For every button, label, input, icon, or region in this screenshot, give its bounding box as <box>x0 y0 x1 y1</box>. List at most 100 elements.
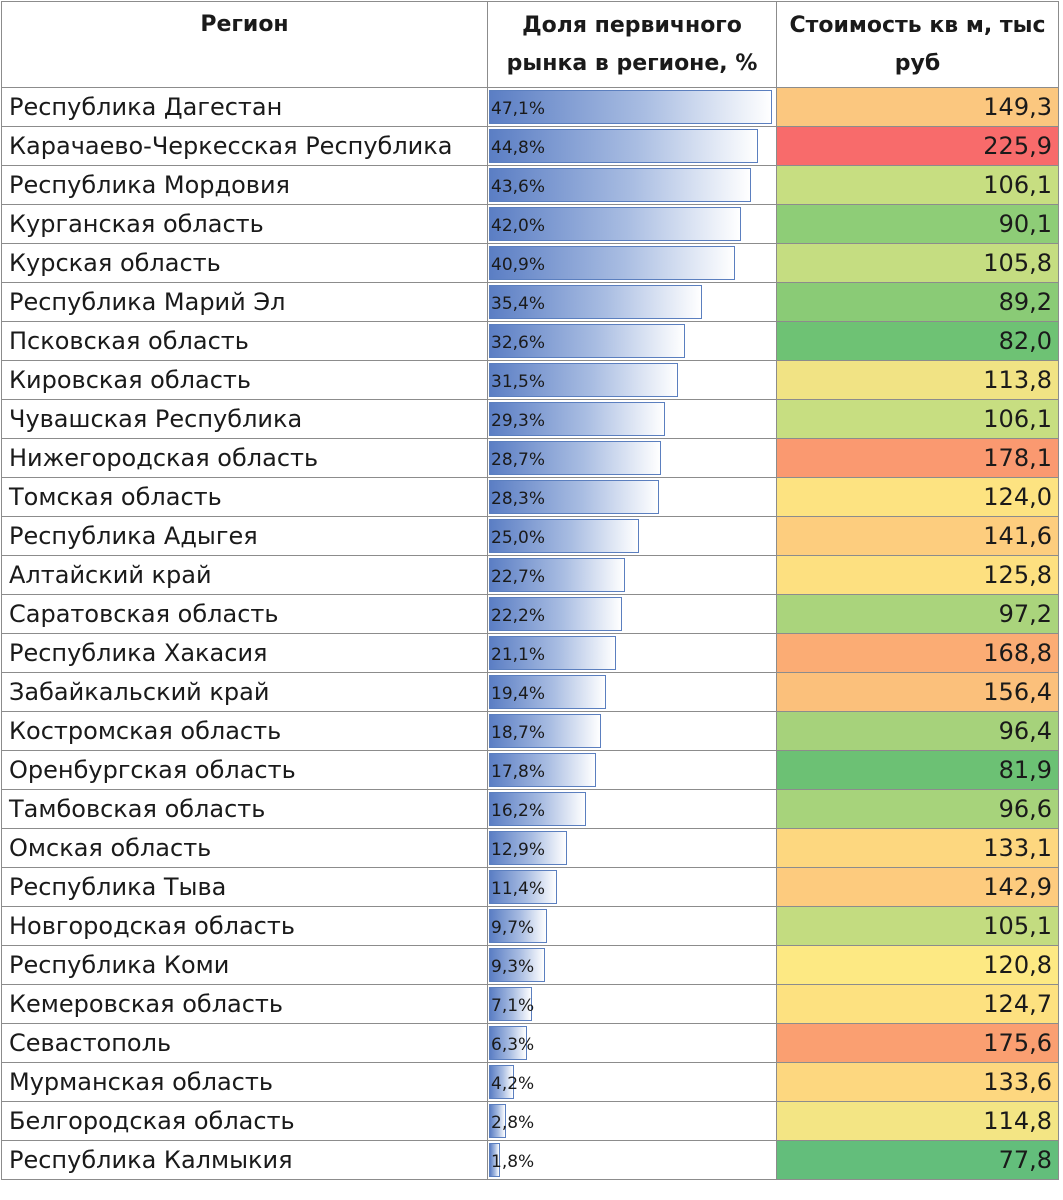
share-cell[interactable]: 9,3% <box>487 945 777 985</box>
share-data-bar <box>489 987 532 1021</box>
table-row: Республика Тыва 11,4% 142,9 <box>1 867 1059 907</box>
share-cell[interactable]: 31,5% <box>487 360 777 400</box>
region-cell[interactable]: Республика Хакасия <box>1 633 488 673</box>
region-cell[interactable]: Кемеровская область <box>1 984 488 1024</box>
region-cell[interactable]: Новгородская область <box>1 906 488 946</box>
share-cell[interactable]: 6,3% <box>487 1023 777 1063</box>
region-cell[interactable]: Тамбовская область <box>1 789 488 829</box>
region-cell[interactable]: Костромская область <box>1 711 488 751</box>
region-cell[interactable]: Оренбургская область <box>1 750 488 790</box>
cost-cell[interactable]: 125,8 <box>776 555 1059 595</box>
share-value: 35,4% <box>491 294 546 314</box>
share-cell[interactable]: 22,2% <box>487 594 777 634</box>
cost-cell[interactable]: 133,6 <box>776 1062 1059 1102</box>
table-row: Чувашская Республика 29,3% 106,1 <box>1 399 1059 439</box>
region-cell[interactable]: Саратовская область <box>1 594 488 634</box>
cost-cell[interactable]: 105,8 <box>776 243 1059 283</box>
cost-cell[interactable]: 89,2 <box>776 282 1059 322</box>
share-cell[interactable]: 19,4% <box>487 672 777 712</box>
share-cell[interactable]: 2,8% <box>487 1101 777 1141</box>
cost-cell[interactable]: 124,7 <box>776 984 1059 1024</box>
region-cell[interactable]: Забайкальский край <box>1 672 488 712</box>
region-cell[interactable]: Республика Марий Эл <box>1 282 488 322</box>
table-row: Омская область 12,9% 133,1 <box>1 828 1059 868</box>
share-cell[interactable]: 9,7% <box>487 906 777 946</box>
region-cell[interactable]: Курская область <box>1 243 488 283</box>
share-cell[interactable]: 1,8% <box>487 1140 777 1180</box>
share-cell[interactable]: 4,2% <box>487 1062 777 1102</box>
cost-cell[interactable]: 120,8 <box>776 945 1059 985</box>
cost-cell[interactable]: 90,1 <box>776 204 1059 244</box>
region-cell[interactable]: Республика Мордовия <box>1 165 488 205</box>
share-cell[interactable]: 32,6% <box>487 321 777 361</box>
cost-cell[interactable]: 149,3 <box>776 87 1059 127</box>
region-cell[interactable]: Томская область <box>1 477 488 517</box>
region-cell[interactable]: Республика Калмыкия <box>1 1140 488 1180</box>
region-cell[interactable]: Алтайский край <box>1 555 488 595</box>
cost-cell[interactable]: 105,1 <box>776 906 1059 946</box>
region-cell[interactable]: Чувашская Республика <box>1 399 488 439</box>
cost-cell[interactable]: 225,9 <box>776 126 1059 166</box>
cost-cell[interactable]: 96,6 <box>776 789 1059 829</box>
cost-cell[interactable]: 175,6 <box>776 1023 1059 1063</box>
region-cell[interactable]: Курганская область <box>1 204 488 244</box>
region-cell[interactable]: Республика Дагестан <box>1 87 488 127</box>
share-cell[interactable]: 29,3% <box>487 399 777 439</box>
table-row: Мурманская область 4,2% 133,6 <box>1 1062 1059 1102</box>
cost-cell[interactable]: 113,8 <box>776 360 1059 400</box>
header-region[interactable]: Регион <box>1 1 488 88</box>
cost-cell[interactable]: 114,8 <box>776 1101 1059 1141</box>
share-value: 28,7% <box>491 450 546 470</box>
cost-cell[interactable]: 97,2 <box>776 594 1059 634</box>
share-value: 28,3% <box>491 489 546 509</box>
region-cell[interactable]: Республика Адыгея <box>1 516 488 556</box>
share-cell[interactable]: 22,7% <box>487 555 777 595</box>
cost-cell[interactable]: 124,0 <box>776 477 1059 517</box>
share-value: 11,4% <box>491 879 546 899</box>
share-cell[interactable]: 16,2% <box>487 789 777 829</box>
share-cell[interactable]: 12,9% <box>487 828 777 868</box>
region-cell[interactable]: Карачаево-Черкесская Республика <box>1 126 488 166</box>
region-cell[interactable]: Республика Тыва <box>1 867 488 907</box>
cost-cell[interactable]: 81,9 <box>776 750 1059 790</box>
share-cell[interactable]: 40,9% <box>487 243 777 283</box>
share-cell[interactable]: 28,3% <box>487 477 777 517</box>
header-share[interactable]: Доля первичного рынка в регионе, % <box>487 1 777 88</box>
cost-cell[interactable]: 141,6 <box>776 516 1059 556</box>
region-cell[interactable]: Республика Коми <box>1 945 488 985</box>
cost-cell[interactable]: 106,1 <box>776 399 1059 439</box>
cost-cell[interactable]: 106,1 <box>776 165 1059 205</box>
share-cell[interactable]: 17,8% <box>487 750 777 790</box>
region-cell[interactable]: Севастополь <box>1 1023 488 1063</box>
share-cell[interactable]: 25,0% <box>487 516 777 556</box>
cost-cell[interactable]: 77,8 <box>776 1140 1059 1180</box>
cost-cell[interactable]: 168,8 <box>776 633 1059 673</box>
share-cell[interactable]: 43,6% <box>487 165 777 205</box>
cost-cell[interactable]: 96,4 <box>776 711 1059 751</box>
share-cell[interactable]: 7,1% <box>487 984 777 1024</box>
share-data-bar <box>489 753 596 787</box>
share-value: 6,3% <box>491 1035 535 1055</box>
table-row: Псковская область 32,6% 82,0 <box>1 321 1059 361</box>
share-cell[interactable]: 42,0% <box>487 204 777 244</box>
cost-cell[interactable]: 82,0 <box>776 321 1059 361</box>
region-cell[interactable]: Мурманская область <box>1 1062 488 1102</box>
region-cell[interactable]: Псковская область <box>1 321 488 361</box>
share-cell[interactable]: 44,8% <box>487 126 777 166</box>
region-cell[interactable]: Омская область <box>1 828 488 868</box>
cost-cell[interactable]: 178,1 <box>776 438 1059 478</box>
region-cell[interactable]: Белгородская область <box>1 1101 488 1141</box>
cost-cell[interactable]: 156,4 <box>776 672 1059 712</box>
share-cell[interactable]: 35,4% <box>487 282 777 322</box>
share-cell[interactable]: 28,7% <box>487 438 777 478</box>
region-cell[interactable]: Кировская область <box>1 360 488 400</box>
region-cell[interactable]: Нижегородская область <box>1 438 488 478</box>
cost-cell[interactable]: 133,1 <box>776 828 1059 868</box>
share-data-bar <box>489 948 545 982</box>
share-cell[interactable]: 18,7% <box>487 711 777 751</box>
share-cell[interactable]: 47,1% <box>487 87 777 127</box>
share-cell[interactable]: 21,1% <box>487 633 777 673</box>
share-cell[interactable]: 11,4% <box>487 867 777 907</box>
header-cost[interactable]: Стоимость кв м, тыс руб <box>776 1 1059 88</box>
cost-cell[interactable]: 142,9 <box>776 867 1059 907</box>
